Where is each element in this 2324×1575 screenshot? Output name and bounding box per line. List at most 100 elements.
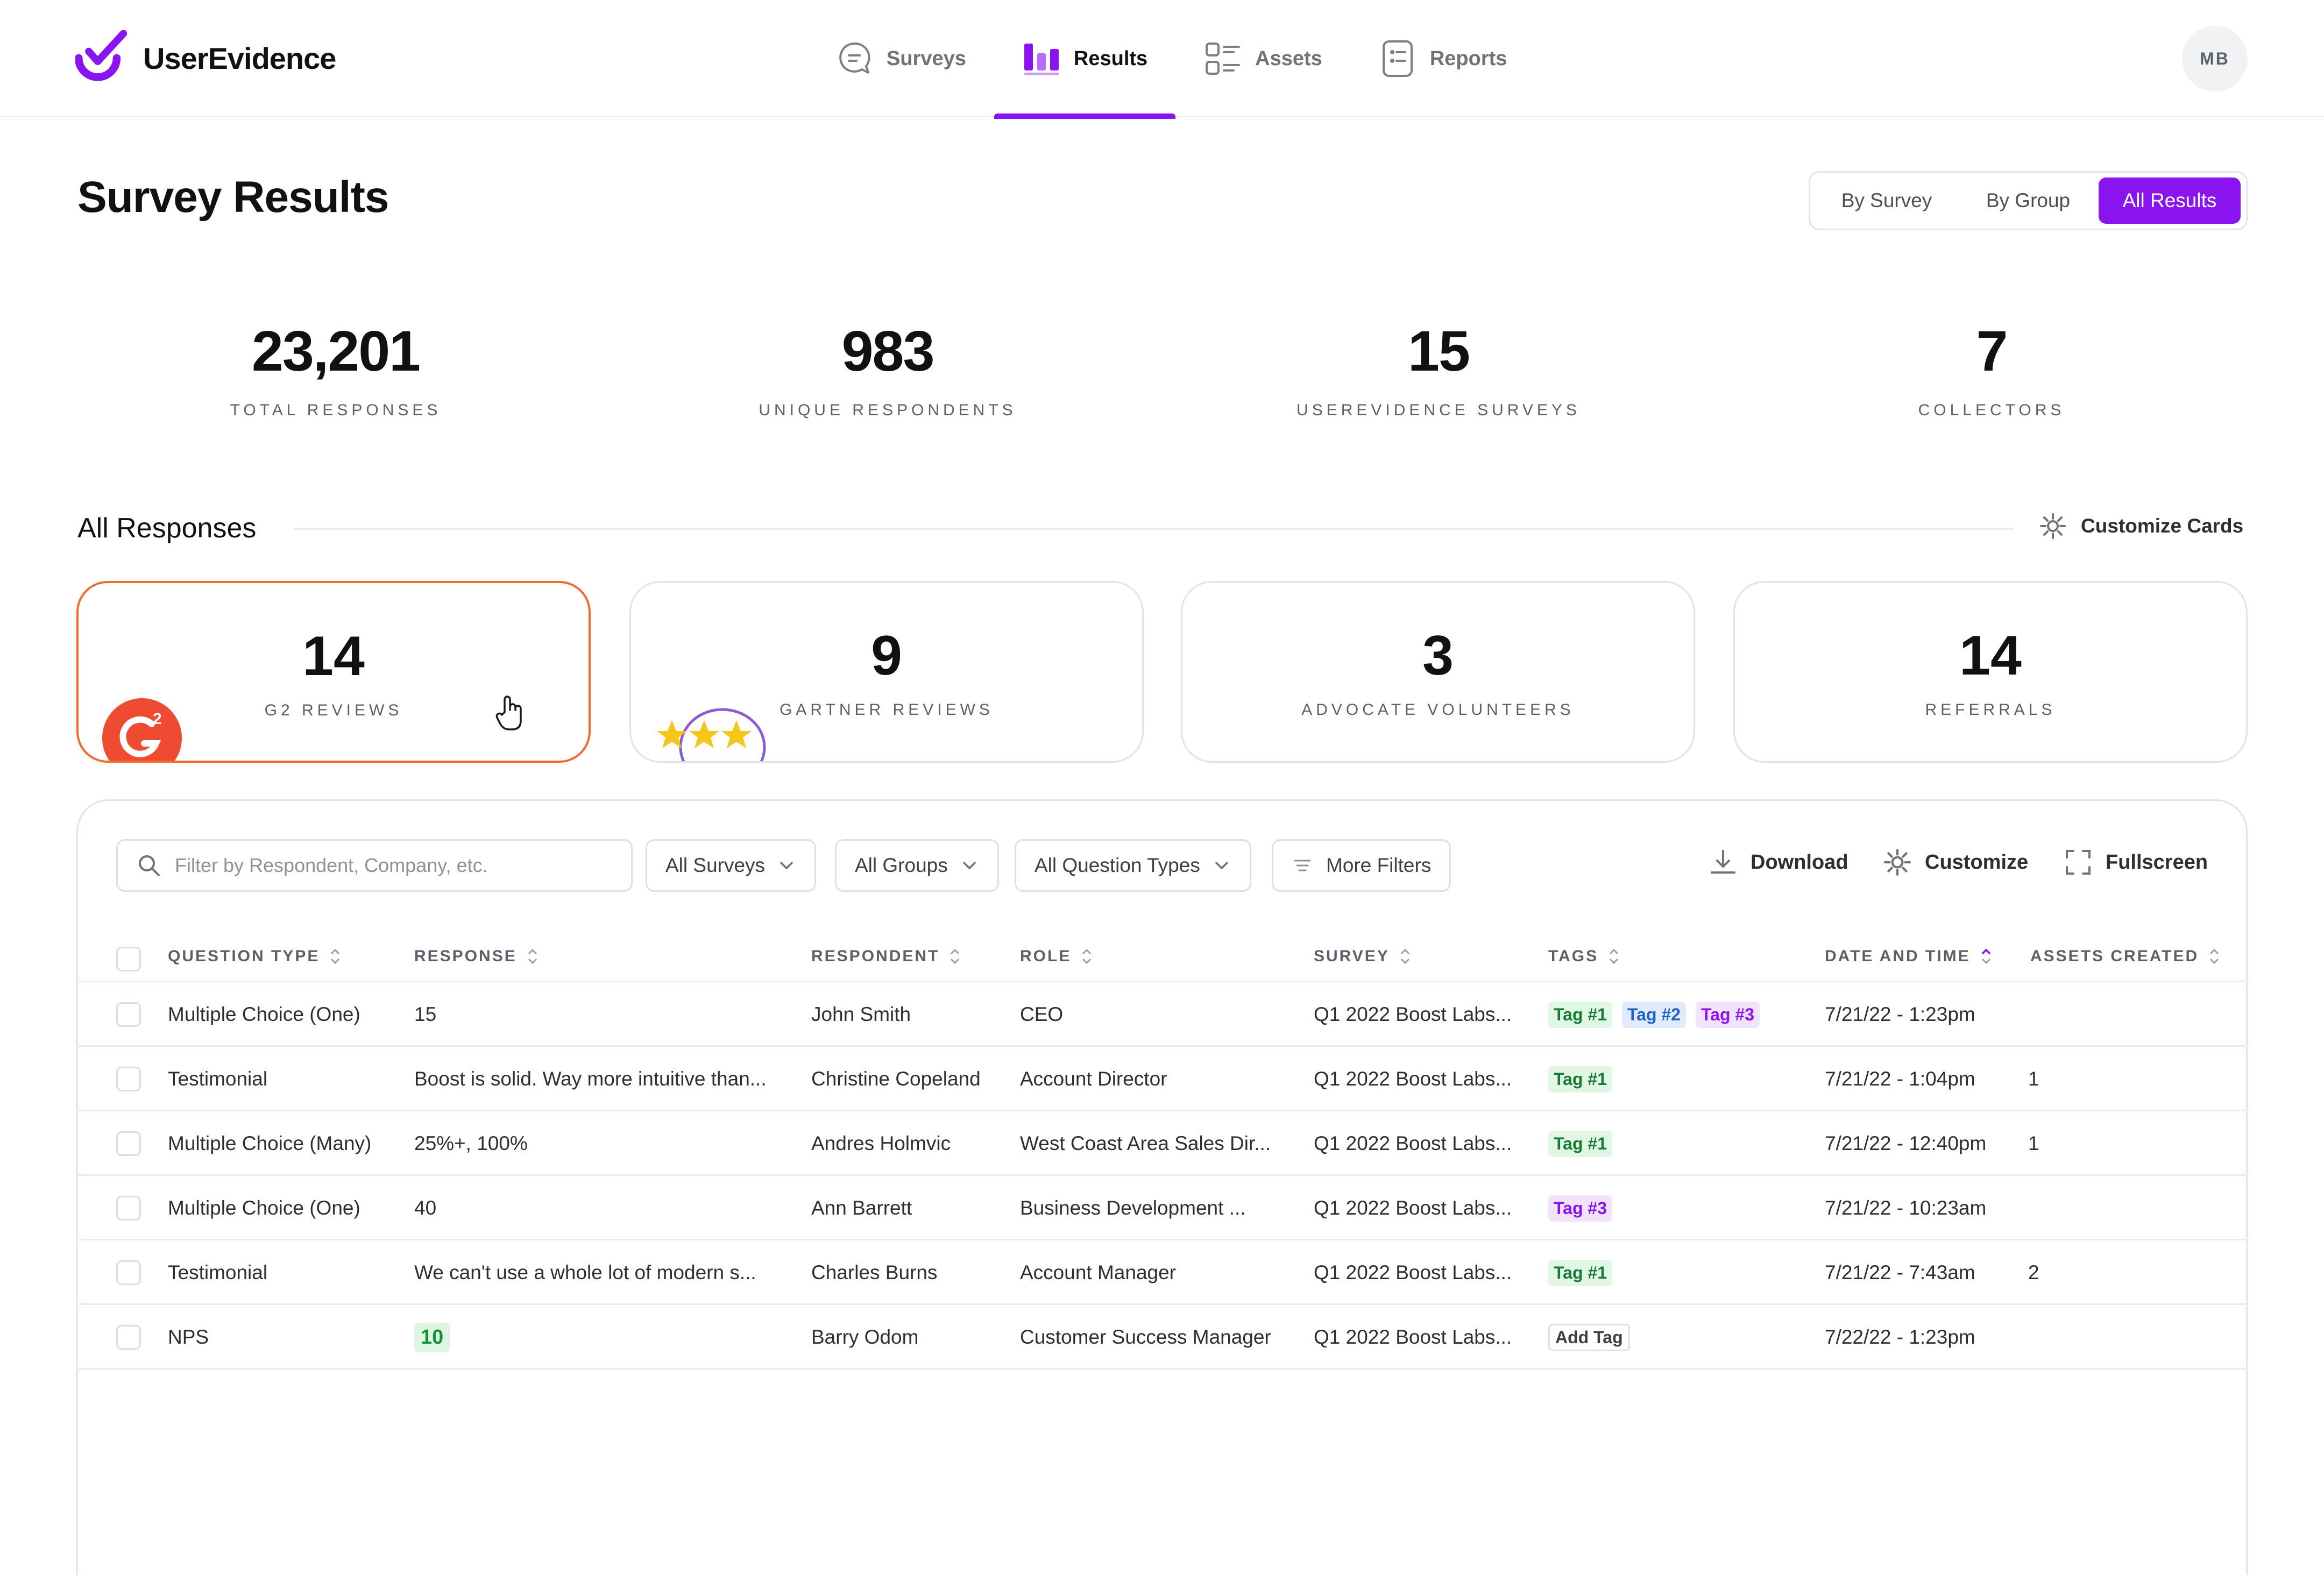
column-header-response[interactable]: RESPONSE bbox=[414, 946, 539, 967]
column-header-question-type[interactable]: QUESTION TYPE bbox=[168, 946, 341, 967]
cell-role: West Coast Area Sales Dir... bbox=[1020, 1111, 1271, 1176]
cell-response: 40 bbox=[414, 1176, 436, 1240]
cell-response: 25%+, 100% bbox=[414, 1111, 528, 1176]
sort-icon bbox=[1399, 946, 1411, 967]
cell-tags: Tag #1 bbox=[1548, 1111, 1622, 1176]
card-g2-reviews[interactable]: 14 G2 REVIEWS 2 bbox=[76, 581, 591, 763]
card-referrals[interactable]: 14 REFERRALS bbox=[1733, 581, 2248, 763]
customize-button[interactable]: Customize bbox=[1883, 848, 2028, 877]
cell-date: 7/21/22 - 1:23pm bbox=[1825, 982, 1975, 1047]
nav-results-label: Results bbox=[1074, 47, 1147, 70]
stat-total-responses: 23,201 TOTAL RESPONSES bbox=[94, 323, 578, 420]
more-filters-button[interactable]: More Filters bbox=[1272, 839, 1451, 892]
tag-badge[interactable]: Tag #1 bbox=[1548, 1066, 1612, 1092]
nav-surveys[interactable]: Surveys bbox=[807, 0, 994, 117]
cell-question-type: Multiple Choice (One) bbox=[168, 982, 360, 1047]
card-value: 14 bbox=[79, 628, 589, 684]
filter-all-surveys-dropdown[interactable]: All Surveys bbox=[646, 839, 816, 892]
select-all-checkbox[interactable] bbox=[116, 947, 141, 971]
app-logo[interactable]: UserEvidence bbox=[75, 30, 336, 86]
nav-assets[interactable]: Assets bbox=[1175, 0, 1350, 117]
cell-role: CEO bbox=[1020, 982, 1063, 1047]
cell-survey: Q1 2022 Boost Labs... bbox=[1314, 982, 1512, 1047]
row-checkbox[interactable] bbox=[116, 1067, 141, 1091]
table-row[interactable]: Multiple Choice (One) 15 John Smith CEO … bbox=[76, 982, 2248, 1047]
card-gartner-reviews[interactable]: 9 GARTNER REVIEWS bbox=[629, 581, 1144, 763]
tag-badge[interactable]: Tag #1 bbox=[1548, 1002, 1612, 1028]
star-rating-icon bbox=[653, 696, 776, 763]
download-label: Download bbox=[1751, 851, 1848, 874]
search-box[interactable] bbox=[116, 839, 633, 892]
download-button[interactable]: Download bbox=[1709, 848, 1848, 877]
sort-icon bbox=[949, 946, 961, 967]
usereevidence-logo-icon bbox=[75, 30, 131, 86]
cell-tags: Add Tag bbox=[1548, 1305, 1640, 1370]
row-checkbox[interactable] bbox=[116, 1131, 141, 1156]
stat-label: COLLECTORS bbox=[1749, 401, 2234, 420]
add-tag-button[interactable]: Add Tag bbox=[1548, 1324, 1630, 1351]
tag-badge[interactable]: Tag #3 bbox=[1548, 1195, 1612, 1222]
cell-assets: 1 bbox=[2028, 1111, 2039, 1176]
more-filters-label: More Filters bbox=[1326, 854, 1431, 877]
column-label: SURVEY bbox=[1314, 947, 1390, 966]
tag-badge[interactable]: Tag #1 bbox=[1548, 1131, 1612, 1157]
nav-results[interactable]: Results bbox=[994, 0, 1175, 117]
column-header-role[interactable]: ROLE bbox=[1020, 946, 1093, 967]
column-header-date-and-time[interactable]: DATE AND TIME bbox=[1825, 946, 1992, 967]
view-by-group-button[interactable]: By Group bbox=[1958, 178, 2099, 224]
table-row[interactable]: NPS 10 Barry Odom Customer Success Manag… bbox=[76, 1305, 2248, 1370]
sort-icon bbox=[1608, 946, 1620, 967]
nav-reports-label: Reports bbox=[1430, 47, 1507, 70]
user-avatar[interactable]: MB bbox=[2182, 26, 2248, 91]
nav-reports[interactable]: Reports bbox=[1350, 0, 1535, 117]
cell-tags: Tag #1 bbox=[1548, 1240, 1622, 1305]
row-checkbox[interactable] bbox=[116, 1260, 141, 1285]
cell-respondent: Charles Burns bbox=[811, 1240, 937, 1305]
list-grid-icon bbox=[1203, 39, 1242, 78]
tag-badge[interactable]: Tag #2 bbox=[1622, 1002, 1686, 1028]
cell-question-type: Multiple Choice (Many) bbox=[168, 1111, 371, 1176]
cell-respondent: John Smith bbox=[811, 982, 911, 1047]
sort-ascending-icon bbox=[1980, 946, 1992, 967]
sort-icon bbox=[527, 946, 539, 967]
filter-question-types-dropdown[interactable]: All Question Types bbox=[1015, 839, 1251, 892]
cell-response: Boost is solid. Way more intuitive than.… bbox=[414, 1047, 767, 1111]
cell-date: 7/22/22 - 1:23pm bbox=[1825, 1305, 1975, 1370]
table-row[interactable]: Testimonial We can't use a whole lot of … bbox=[76, 1240, 2248, 1305]
row-checkbox[interactable] bbox=[116, 1196, 141, 1221]
cell-role: Account Manager bbox=[1020, 1240, 1176, 1305]
column-header-tags[interactable]: TAGS bbox=[1548, 946, 1620, 967]
table-row[interactable]: Testimonial Boost is solid. Way more int… bbox=[76, 1047, 2248, 1111]
filter-all-groups-dropdown[interactable]: All Groups bbox=[835, 839, 999, 892]
column-header-respondent[interactable]: RESPONDENT bbox=[811, 946, 961, 967]
sort-icon bbox=[329, 946, 341, 967]
cell-date: 7/21/22 - 1:04pm bbox=[1825, 1047, 1975, 1111]
app-name: UserEvidence bbox=[143, 41, 336, 76]
nav-assets-label: Assets bbox=[1255, 47, 1322, 70]
cell-assets: 2 bbox=[2028, 1240, 2039, 1305]
column-header-assets-created[interactable]: ASSETS CREATED bbox=[2030, 946, 2220, 967]
cell-response: We can't use a whole lot of modern s... bbox=[414, 1240, 756, 1305]
row-checkbox[interactable] bbox=[116, 1325, 141, 1350]
cell-role: Customer Success Manager bbox=[1020, 1305, 1271, 1370]
row-checkbox[interactable] bbox=[116, 1002, 141, 1027]
filter-label: All Surveys bbox=[665, 854, 765, 877]
view-by-survey-button[interactable]: By Survey bbox=[1816, 178, 1958, 224]
tag-badge[interactable]: Tag #1 bbox=[1548, 1260, 1612, 1286]
cell-survey: Q1 2022 Boost Labs... bbox=[1314, 1305, 1512, 1370]
stat-collectors: 7 COLLECTORS bbox=[1749, 323, 2234, 420]
tag-badge[interactable]: Tag #3 bbox=[1696, 1002, 1760, 1028]
table-header: QUESTION TYPE RESPONSE RESPONDENT ROLE S… bbox=[76, 936, 2248, 982]
search-input[interactable] bbox=[175, 854, 616, 877]
view-all-results-button[interactable]: All Results bbox=[2099, 178, 2241, 224]
customize-cards-button[interactable]: Customize Cards bbox=[2039, 512, 2243, 540]
column-header-survey[interactable]: SURVEY bbox=[1314, 946, 1411, 967]
cell-response: 10 bbox=[414, 1305, 450, 1370]
column-label: RESPONDENT bbox=[811, 947, 939, 966]
stat-value: 15 bbox=[1196, 323, 1681, 380]
fullscreen-button[interactable]: Fullscreen bbox=[2064, 848, 2208, 877]
card-advocate-volunteers[interactable]: 3 ADVOCATE VOLUNTEERS bbox=[1181, 581, 1695, 763]
table-row[interactable]: Multiple Choice (Many) 25%+, 100% Andres… bbox=[76, 1111, 2248, 1176]
table-row[interactable]: Multiple Choice (One) 40 Ann Barrett Bus… bbox=[76, 1176, 2248, 1240]
chevron-down-icon bbox=[777, 856, 796, 875]
